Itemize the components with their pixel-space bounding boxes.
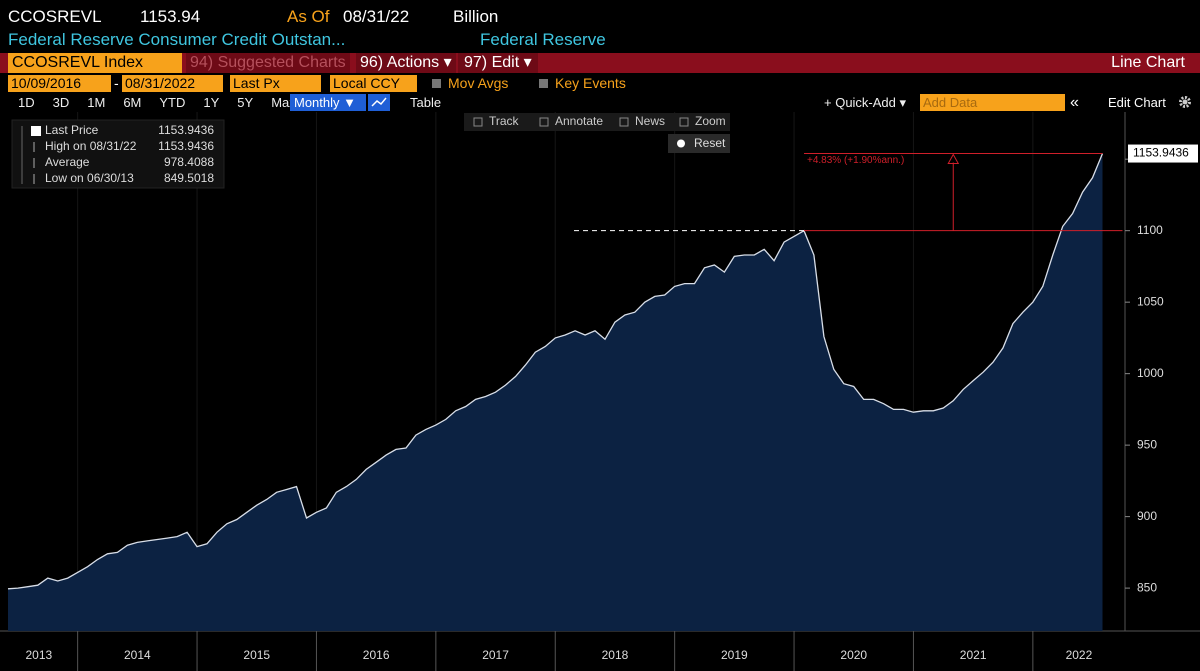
last-price: 1153.94: [140, 7, 201, 26]
legend-name: Average: [45, 155, 90, 169]
field-select[interactable]: Last Px: [230, 75, 321, 92]
security-field[interactable]: CCOSREVL Index: [8, 53, 182, 73]
chart-type: Line Chart: [1111, 54, 1185, 71]
reset-label: Reset: [694, 136, 726, 150]
end-date[interactable]: 08/31/2022: [122, 75, 223, 92]
axis-band: [0, 631, 1200, 671]
y-tick-label: 1050: [1137, 294, 1164, 308]
x-tick-label: 2016: [363, 648, 390, 662]
y-tick-label: 1150: [1137, 151, 1163, 165]
collapse-button[interactable]: «: [1070, 94, 1079, 111]
last-price-tag-label: 1153.9436: [1133, 146, 1189, 160]
period-button[interactable]: 6M: [123, 95, 142, 110]
y-tick-label: 1000: [1137, 366, 1164, 380]
key-events: Key Events: [555, 75, 626, 91]
actions-menu[interactable]: 96) Actions ▾: [356, 53, 456, 73]
tools-bar: [464, 113, 730, 131]
mov-avgs: Mov Avgs: [448, 75, 509, 91]
start-date[interactable]: 10/09/2016: [8, 75, 111, 92]
period-button[interactable]: 3D: [52, 95, 70, 110]
chart-tool-icon: [539, 117, 549, 127]
x-tick-label: 2018: [602, 648, 629, 662]
annotation-label: +4.83% (+1.90%ann.): [807, 155, 904, 166]
edit-chart[interactable]: Edit Chart: [1108, 95, 1166, 110]
y-tick-label: 850: [1137, 580, 1157, 594]
units: Billion: [453, 7, 499, 26]
y-tick-label: 900: [1137, 509, 1157, 523]
legend-swatch: [31, 126, 41, 136]
x-tick-label: 2013: [25, 648, 52, 662]
gear-hub: [1182, 99, 1188, 105]
legend-name: Last Price: [45, 123, 99, 137]
key-events-checkbox[interactable]: [539, 79, 548, 88]
chart-tool-icon: [619, 117, 629, 127]
y-tick-label: 950: [1137, 437, 1157, 451]
period-button[interactable]: YTD: [159, 95, 186, 110]
legend-name: Low on 06/30/13: [45, 171, 134, 185]
x-tick-label: 2020: [840, 648, 867, 662]
table-button[interactable]: Table: [410, 95, 442, 110]
currency-select[interactable]: Local CCY: [330, 75, 417, 92]
legend-value: 1153.9436: [158, 123, 214, 137]
edit-menu[interactable]: 97) Edit ▾: [458, 53, 538, 73]
y-tick-label: 1100: [1137, 223, 1163, 237]
source: Federal Reserve: [480, 30, 606, 49]
chart-tool-icon: [473, 117, 483, 127]
x-tick-label: 2014: [124, 648, 151, 662]
suggested-charts[interactable]: 94) Suggested Charts: [186, 53, 350, 73]
x-tick-label: 2017: [482, 648, 509, 662]
reset-button: [668, 134, 730, 153]
period-buttons: 1D 3D 1M 6M YTD 1Y 5Y Max: [10, 94, 304, 111]
legend-name: High on 08/31/22: [45, 139, 137, 153]
chart-tool: Zoom: [695, 114, 726, 128]
frequency-select[interactable]: Monthly ▼: [290, 94, 366, 111]
reset-icon: [677, 139, 685, 148]
as-of-label: As Of: [287, 7, 330, 26]
period-button[interactable]: 1D: [18, 95, 35, 110]
x-tick-label: 2015: [243, 648, 270, 662]
chart-tool-icon: [679, 117, 689, 127]
area-fill: [8, 153, 1103, 631]
chart-tool: Track: [489, 114, 520, 128]
x-tick-label: 2021: [960, 648, 987, 662]
as-of-date: 08/31/22: [343, 7, 410, 26]
legend-box: [11, 119, 225, 189]
legend-value: 849.5018: [164, 171, 214, 185]
gear-icon[interactable]: [1178, 95, 1192, 109]
description: Federal Reserve Consumer Credit Outstan.…: [8, 30, 346, 49]
add-data[interactable]: Add Data: [920, 94, 1065, 111]
x-tick-label: 2022: [1066, 648, 1093, 662]
legend-value: 1153.9436: [158, 139, 214, 153]
x-tick-label: 2019: [721, 648, 748, 662]
gear-teeth: [1179, 96, 1191, 108]
period-button[interactable]: 1Y: [203, 95, 220, 110]
legend-value: 978.4088: [164, 155, 214, 169]
quick-add[interactable]: + Quick-Add ▾: [824, 95, 907, 110]
date-separator: -: [114, 75, 119, 91]
chart-icon[interactable]: [368, 94, 390, 111]
chart-tool: News: [635, 114, 665, 128]
period-button[interactable]: Max: [271, 95, 296, 110]
period-button[interactable]: 5Y: [237, 95, 254, 110]
price-line: [7, 153, 1104, 590]
last-price-tag: [1128, 144, 1198, 163]
period-button[interactable]: 1M: [87, 95, 106, 110]
annotation-arrowhead: [947, 153, 960, 165]
icon-line: [371, 97, 387, 107]
chart-tool: Annotate: [555, 114, 603, 128]
mov-avgs-checkbox[interactable]: [432, 79, 441, 88]
ticker: CCOSREVL: [8, 7, 102, 26]
